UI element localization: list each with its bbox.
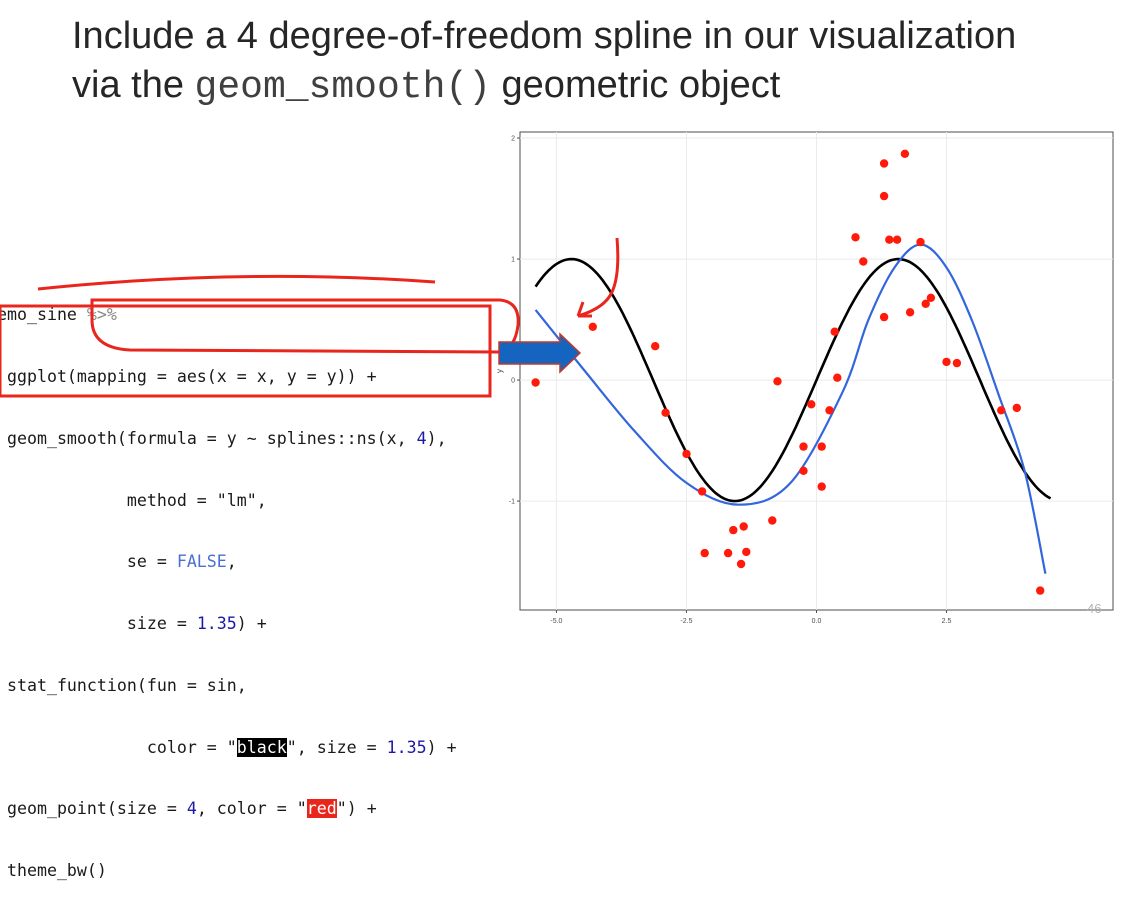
data-point xyxy=(879,159,889,168)
black-highlight: black xyxy=(236,737,287,757)
data-point xyxy=(892,235,902,244)
chart: y -5.0 -2.5 0.0 2.5 -1 0 1 2 xyxy=(495,131,1114,625)
data-point xyxy=(879,312,889,322)
title-line-1: Include a 4 degree-of-freedom spline in … xyxy=(72,15,1017,57)
red-highlight: red xyxy=(306,799,337,819)
chart-points xyxy=(531,149,1045,595)
data-point xyxy=(697,487,707,496)
arrow-right-icon xyxy=(498,332,582,374)
code-line-7: stat_function(fun = sin, xyxy=(0,675,247,695)
data-point xyxy=(736,559,746,569)
data-point xyxy=(651,342,660,351)
data-point xyxy=(739,522,748,531)
axes: y -5.0 -2.5 0.0 2.5 -1 0 1 2 xyxy=(495,136,952,625)
code-line-10: theme_bw() xyxy=(0,861,107,881)
data-point xyxy=(916,237,925,247)
chart-lines xyxy=(534,243,1052,574)
data-point xyxy=(661,408,670,417)
data-point xyxy=(952,358,962,368)
title-line-2-prefix: via the xyxy=(72,64,195,106)
data-point xyxy=(723,548,733,558)
y-tick-label: 0 xyxy=(511,378,515,385)
data-point xyxy=(799,442,808,451)
data-point xyxy=(900,149,910,158)
data-point xyxy=(807,400,816,409)
data-point xyxy=(531,378,540,387)
data-point xyxy=(799,466,808,475)
title-code-fragment: geom_smooth() xyxy=(194,66,491,109)
x-tick-label: -5.0 xyxy=(550,618,562,625)
sine-line xyxy=(534,257,1052,503)
data-point xyxy=(997,406,1006,415)
code-line-4: method = "lm", xyxy=(0,490,267,510)
code-line-6: size = 1.35) + xyxy=(0,614,267,634)
data-point xyxy=(851,233,860,242)
slide-title: Include a 4 degree-of-freedom spline in … xyxy=(72,12,1016,112)
spline-line xyxy=(534,243,1047,574)
code-line-9: geom_point(size = 4, color = "red") + xyxy=(0,799,377,819)
data-point xyxy=(742,547,751,557)
data-point xyxy=(1036,586,1045,595)
annotation-layer: y -5.0 -2.5 0.0 2.5 -1 0 1 2 xyxy=(0,131,1114,625)
data-point xyxy=(768,516,777,525)
y-tick-label: 2 xyxy=(511,136,515,143)
x-tick-label: 2.5 xyxy=(942,618,952,625)
data-point xyxy=(833,373,842,382)
data-point xyxy=(879,191,889,201)
data-point xyxy=(905,308,915,317)
code-line-2: ggplot(mapping = aes(x = x, y = y)) + xyxy=(0,366,377,386)
curve-arrow-annotation xyxy=(577,237,620,318)
page-number: 46 xyxy=(1087,601,1102,616)
y-tick-label: 1 xyxy=(511,257,515,264)
arrowhead-annotation xyxy=(576,301,592,318)
code-line-3: geom_smooth(formula = y ~ splines::ns(x,… xyxy=(0,428,447,448)
data-point xyxy=(817,482,826,491)
data-point xyxy=(773,377,782,386)
y-axis-label: y xyxy=(495,369,504,373)
data-point xyxy=(1012,403,1021,413)
data-point xyxy=(885,235,894,244)
title-line-2-suffix: geometric object xyxy=(490,64,781,106)
circle-annotation xyxy=(90,298,520,354)
x-tick-label: 0.0 xyxy=(812,618,822,625)
data-point xyxy=(825,406,834,415)
data-point xyxy=(859,257,868,266)
box-annotation xyxy=(0,304,492,398)
data-point xyxy=(817,442,826,451)
data-point xyxy=(830,327,839,336)
data-point xyxy=(588,322,597,331)
data-point xyxy=(700,548,709,558)
code-line-5: se = FALSE, xyxy=(0,552,237,572)
y-tick-label: -1 xyxy=(509,499,515,506)
data-point xyxy=(729,525,738,535)
strike-annotation xyxy=(37,274,436,291)
code-line-8: color = "black", size = 1.35) + xyxy=(0,737,457,757)
data-point xyxy=(942,357,951,367)
x-tick-label: -2.5 xyxy=(680,618,692,625)
data-point xyxy=(921,299,930,308)
data-point xyxy=(926,293,936,302)
data-point xyxy=(682,449,691,459)
code-line-1: emo_sine %>% xyxy=(0,305,117,325)
